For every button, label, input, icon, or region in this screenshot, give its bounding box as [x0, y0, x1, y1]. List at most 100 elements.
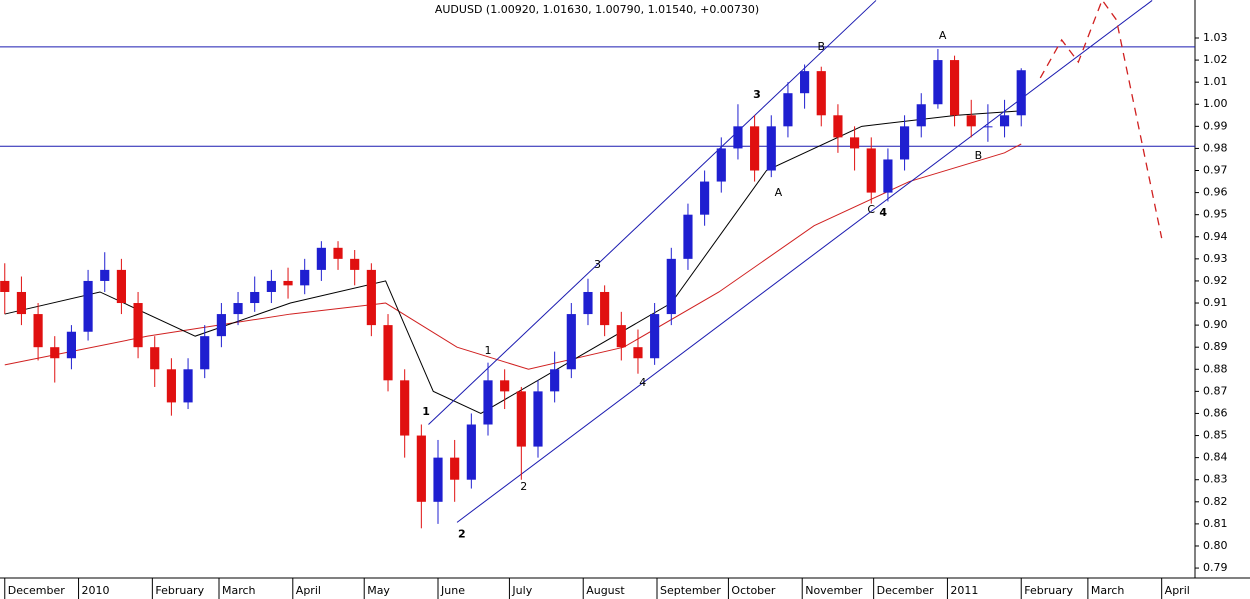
y-tick-label: 1.02: [1203, 53, 1228, 66]
candle-body: [600, 291, 610, 326]
candle-body: [300, 269, 310, 286]
x-tick-label: 2011: [950, 584, 978, 597]
candle-body: [516, 391, 526, 447]
candle-body: [33, 314, 43, 348]
wave-label: B: [817, 40, 825, 53]
y-tick-label: 0.96: [1203, 186, 1228, 199]
overlay-line: [4, 110, 1022, 415]
y-tick-label: 0.83: [1203, 473, 1228, 486]
x-tick-label: April: [1165, 584, 1190, 597]
y-tick-label: 0.82: [1203, 495, 1228, 508]
candle-body: [333, 247, 343, 259]
candle-body: [383, 325, 393, 381]
candle-body: [400, 380, 410, 436]
candle-body: [233, 303, 243, 315]
candle-body: [466, 424, 476, 480]
candle-body: [366, 269, 376, 326]
candle-body: [16, 291, 27, 315]
x-tick-label: March: [222, 584, 256, 597]
chart-title: AUDUSD (1.00920, 1.01630, 1.00790, 1.015…: [435, 3, 759, 16]
candle-body: [133, 303, 143, 348]
candle-body: [116, 269, 126, 304]
wave-label: 1: [422, 405, 430, 418]
wave-label: 4: [639, 376, 646, 389]
wave-label: 4: [879, 206, 887, 219]
candle-body: [266, 280, 276, 292]
wave-label: 3: [594, 258, 601, 271]
candle-body: [650, 314, 660, 359]
wave-label: B: [975, 149, 983, 162]
candle-body: [416, 435, 426, 502]
candle-body: [50, 347, 60, 359]
y-tick-label: 0.99: [1203, 119, 1228, 132]
candle-body: [633, 347, 643, 359]
candle-body: [200, 336, 210, 370]
candle-body: [666, 258, 676, 315]
wave-label: C: [867, 203, 875, 216]
y-tick-label: 0.81: [1203, 517, 1228, 530]
candle-body: [850, 137, 860, 149]
candle-body: [816, 71, 826, 116]
y-tick-label: 0.90: [1203, 318, 1228, 331]
y-tick-label: 0.80: [1203, 539, 1228, 552]
x-tick-label: December: [8, 584, 66, 597]
y-tick-label: 0.87: [1203, 384, 1228, 397]
y-tick-label: 0.91: [1203, 296, 1228, 309]
candle-body: [766, 126, 776, 171]
y-tick-label: 0.97: [1203, 164, 1228, 177]
candle-body: [933, 60, 943, 105]
candle-body: [733, 126, 743, 149]
y-tick-label: 1.03: [1203, 31, 1228, 44]
candle-body: [450, 457, 460, 480]
candle-body: [800, 71, 810, 94]
x-tick-label: May: [367, 584, 390, 597]
y-tick-label: 0.92: [1203, 274, 1228, 287]
candle-body: [583, 291, 593, 315]
candle-body: [783, 93, 793, 127]
x-tick-label: March: [1091, 584, 1125, 597]
y-tick-label: 0.93: [1203, 252, 1228, 265]
y-tick-label: 0.89: [1203, 340, 1228, 353]
candle-body: [566, 314, 576, 370]
x-tick-label: April: [296, 584, 321, 597]
y-tick-label: 0.88: [1203, 362, 1228, 375]
candle-body: [166, 369, 176, 403]
x-tick-label: February: [1024, 584, 1073, 597]
candle-body: [150, 347, 160, 370]
y-tick-label: 0.95: [1203, 208, 1228, 221]
wave-label: 2: [520, 480, 527, 493]
candle-body: [250, 291, 260, 304]
candle-body: [949, 60, 960, 116]
candle-body: [83, 280, 93, 332]
candle-body: [433, 457, 443, 502]
x-tick-label: September: [660, 584, 721, 597]
y-tick-label: 0.98: [1203, 141, 1228, 154]
y-tick-label: 1.00: [1203, 97, 1228, 110]
x-tick-label: 2010: [82, 584, 110, 597]
candle-body: [483, 380, 493, 425]
wave-label: A: [939, 29, 947, 42]
candle-body: [883, 159, 893, 193]
x-tick-label: July: [511, 584, 532, 597]
x-tick-label: December: [877, 584, 935, 597]
candle-body: [350, 258, 360, 270]
candle-body: [750, 126, 760, 171]
candle-body: [683, 214, 693, 259]
x-tick-label: June: [440, 584, 465, 597]
x-tick-label: February: [155, 584, 204, 597]
overlay-line: [1039, 0, 1163, 239]
candle-body: [550, 369, 560, 392]
y-tick-label: 0.79: [1203, 561, 1228, 574]
candle-body: [716, 148, 726, 182]
y-tick-label: 1.01: [1203, 75, 1228, 88]
candle-body: [316, 247, 326, 270]
x-tick-label: August: [586, 584, 625, 597]
x-tick-label: November: [805, 584, 863, 597]
candle-body: [700, 181, 710, 215]
candle-body: [983, 126, 993, 128]
y-tick-label: 0.94: [1203, 230, 1228, 243]
wave-label: 2: [458, 527, 466, 540]
candle-body: [1016, 70, 1026, 116]
